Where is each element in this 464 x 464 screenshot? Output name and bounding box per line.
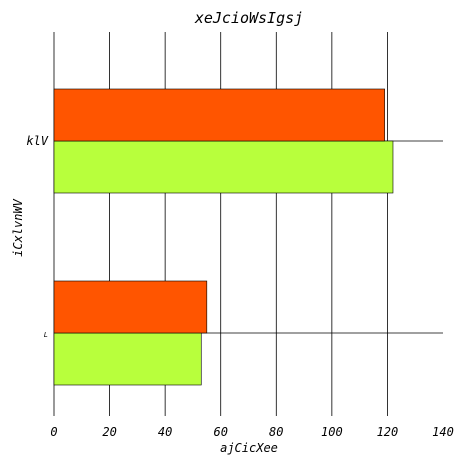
bar-klV-series-1 [53,140,394,194]
y-tick-label: klV [26,134,48,148]
bar-klV-series-2 [53,88,385,142]
x-tick-label: 120 [377,425,399,439]
x-tick-label: 140 [432,425,454,439]
x-axis-ticks: 0 20 40 60 80 100 120 140 [50,425,453,439]
x-tick-label: 0 [50,425,57,439]
x-tick-label: 80 [269,425,283,439]
x-tick-label: 20 [102,425,116,439]
x-tick-label: 60 [213,425,227,439]
chart-title: xeJcioWsIgsj [194,9,303,27]
y-tick-label: L [44,331,48,339]
x-tick-label: 100 [321,425,343,439]
y-axis-label: iCxlvnWV [11,198,25,257]
bars-layer [53,88,394,386]
x-axis-label: ajCicXee [220,441,278,455]
bar-L-series-2 [53,280,208,334]
bar-L-series-1 [53,332,202,386]
x-tick-label: 40 [158,425,172,439]
